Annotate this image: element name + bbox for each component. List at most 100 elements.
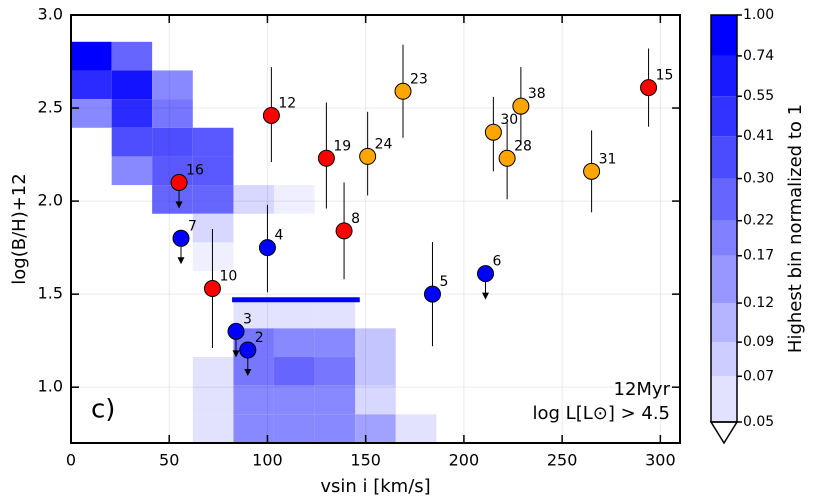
heatmap-cell [273, 328, 315, 358]
heatmap-cell [192, 213, 234, 243]
heatmap-cell [152, 185, 193, 214]
heatmap-cell [111, 99, 153, 128]
colorbar-step [711, 178, 737, 221]
heatmap-cell [355, 357, 396, 386]
heatmap-cell [314, 414, 356, 443]
heatmap-cell [71, 99, 112, 128]
data-point [203, 280, 221, 298]
heatmap-cell [71, 70, 112, 100]
point-label: 16 [186, 162, 204, 178]
x-tick-label: 150 [350, 451, 381, 470]
point-label: 12 [278, 95, 296, 111]
data-point [317, 149, 335, 167]
data-point [172, 229, 190, 247]
colorbar-tick-label: 0.41 [743, 128, 774, 144]
heatmap-cell [192, 414, 234, 443]
heatmap-cell [192, 357, 234, 386]
data-point [170, 173, 188, 191]
point-label: 3 [243, 311, 252, 327]
point-label: 7 [188, 218, 197, 234]
data-point [423, 285, 441, 303]
data-point [583, 162, 601, 180]
heatmap-cell [152, 70, 193, 100]
colorbar-step [711, 15, 737, 56]
data-point [394, 82, 412, 100]
point-label: 10 [219, 269, 237, 285]
x-tick-label: 50 [159, 451, 179, 470]
upper-limit-arrowhead [175, 201, 183, 209]
annotation: log L[L⊙] > 4.5 [533, 403, 671, 424]
colorbar-tick-label: 0.74 [743, 48, 774, 64]
data-point [640, 79, 658, 97]
data-point [498, 149, 516, 167]
data-point [227, 322, 245, 340]
y-tick-label: 1.0 [38, 377, 63, 396]
y-tick-label: 3.0 [38, 5, 63, 24]
heatmap-cell [111, 70, 153, 100]
colorbar-frame [710, 14, 738, 423]
x-tick-label: 200 [449, 451, 480, 470]
heatmap-cell [314, 299, 356, 329]
data-point [258, 239, 276, 257]
colorbar-step [711, 303, 737, 343]
heatmap-cell [233, 299, 274, 329]
heatmap-cell [273, 357, 315, 386]
heatmap-cell [192, 156, 234, 186]
colorbar-step [711, 342, 737, 377]
x-tick-label: 100 [252, 451, 283, 470]
colorbar-tick-label: 0.55 [743, 88, 774, 104]
colorbar-tick-label: 0.22 [743, 213, 774, 229]
heatmap-cell [71, 41, 112, 71]
heatmap-cell [233, 385, 274, 415]
colorbar-tick-label: 1.00 [743, 7, 774, 23]
colorbar-step [711, 255, 737, 304]
point-label: 6 [493, 254, 502, 270]
point-label: 5 [439, 274, 448, 290]
point-label: 4 [274, 228, 283, 244]
x-tick-label: 0 [66, 451, 76, 470]
upper-limit-arrowhead [482, 292, 490, 300]
point-label: 19 [333, 138, 351, 154]
y-axis-label: log(B/H)+12 [9, 173, 30, 284]
x-axis-label: vsin i [km/s] [320, 476, 430, 497]
data-point [335, 222, 353, 240]
heatmap-cell [192, 185, 234, 214]
point-label: 15 [656, 68, 674, 84]
heatmap-cell [192, 127, 234, 157]
colorbar-step [711, 220, 737, 256]
point-label: 23 [410, 71, 428, 87]
heatmap-cell [273, 185, 315, 214]
colorbar-tick-label: 0.17 [743, 248, 774, 264]
data-point [262, 106, 280, 124]
data-point [477, 265, 495, 283]
point-label: 2 [255, 330, 264, 346]
colorbar-tick-label: 0.30 [743, 171, 774, 187]
heatmap-cell [192, 385, 234, 415]
x-tick-label: 250 [547, 451, 578, 470]
heatmap-cell [314, 357, 356, 386]
point-label: 30 [500, 112, 518, 128]
heatmap-cell [355, 414, 396, 443]
heatmap-cell [273, 385, 315, 415]
colorbar-extension [709, 421, 739, 445]
colorbar-label: Highest bin normalized to 1 [785, 104, 806, 353]
heatmap-cell [273, 414, 315, 443]
heatmap-cell [111, 41, 153, 71]
annotation: 12Myr [614, 379, 671, 400]
colorbar-tick-label: 0.09 [743, 334, 774, 350]
point-label: 38 [528, 86, 546, 102]
colorbar-step [711, 376, 737, 422]
heatmap-cell [314, 385, 356, 415]
y-tick-label: 2.0 [38, 191, 63, 210]
point-label: 31 [599, 151, 617, 167]
x-tick-label: 300 [645, 451, 676, 470]
colorbar-tick-label: 0.07 [743, 368, 774, 384]
plot-frame [70, 14, 681, 444]
colorbar-tick-label: 0.12 [743, 295, 774, 311]
heatmap-cell [111, 127, 153, 157]
colorbar-tick-label: 0.05 [743, 414, 774, 430]
upper-limit-arrowhead [177, 257, 185, 265]
data-point [359, 147, 377, 165]
upper-limit-arrowhead [244, 368, 252, 376]
